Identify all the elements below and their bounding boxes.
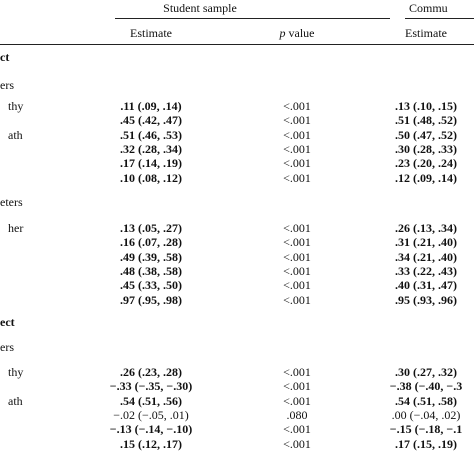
column-header-text: value <box>288 26 315 40</box>
cell: .12 (.09, .14) <box>395 170 457 185</box>
cell: .54 (.51, .58) <box>395 393 457 408</box>
cell: .30 (.27, .32) <box>395 365 457 379</box>
cell: <.001 <box>283 113 311 128</box>
group-header: Commu <box>409 1 448 15</box>
cell: .34 (.21, .40) <box>395 249 457 264</box>
cell: .26 (.13, .34) <box>395 221 457 235</box>
cell: .33 (.22, .43) <box>395 263 457 278</box>
cell: <.001 <box>283 379 311 394</box>
row-label: her <box>8 221 24 235</box>
cell: .51 (.46, .53) <box>120 127 182 142</box>
cell: <.001 <box>283 127 311 142</box>
cell: .23 (.20, .24) <box>395 156 457 171</box>
cell: <.001 <box>283 156 311 171</box>
cell: <.001 <box>283 365 311 379</box>
cell: .13 (.10, .15) <box>395 99 457 113</box>
row-label: thy <box>8 365 24 379</box>
cell: .15 (.12, .17) <box>120 436 182 451</box>
row-label: ath <box>8 393 23 408</box>
cell: .26 (.23, .28) <box>120 365 182 379</box>
column-header: p value <box>280 26 315 40</box>
cell: <.001 <box>283 393 311 408</box>
cell: .11 (.09, .14) <box>120 99 182 113</box>
cell: <.001 <box>283 99 311 113</box>
cell: .16 (.07, .28) <box>120 235 182 250</box>
cell: .49 (.39, .58) <box>120 249 182 264</box>
cell: .54 (.51, .56) <box>120 393 182 408</box>
cell: <.001 <box>283 278 311 293</box>
cell: .48 (.38, .58) <box>120 263 182 278</box>
cell: −.33 (−.35, −.30) <box>109 379 193 394</box>
header-rule <box>0 44 474 45</box>
cell: .32 (.28, .34) <box>120 141 182 156</box>
row-label: ath <box>8 127 23 142</box>
cell: <.001 <box>283 221 311 235</box>
group-header: Student sample <box>163 1 237 15</box>
cell: .51 (.48, .52) <box>395 113 457 128</box>
cell: <.001 <box>283 170 311 185</box>
cell: −.38 (−.40, −.3 <box>389 379 463 394</box>
column-header: Estimate <box>130 26 172 40</box>
subsection-title: ers <box>0 78 14 92</box>
cell: .10 (.08, .12) <box>120 170 182 185</box>
cell: .080 <box>286 407 308 422</box>
cell: .17 (.14, .19) <box>120 156 182 171</box>
cell: <.001 <box>283 141 311 156</box>
section-title: ct <box>0 50 10 64</box>
cell: −.02 (−.05, .01) <box>113 407 189 422</box>
header-rule <box>405 18 474 19</box>
cell: .17 (.15, .19) <box>395 436 457 451</box>
column-header-symbol: p <box>279 26 286 40</box>
cell: <.001 <box>283 235 311 250</box>
section-title: ect <box>0 315 15 329</box>
cell: .00 (−.04, .02) <box>391 407 461 422</box>
subsection-title: eters <box>0 195 23 209</box>
cell: .95 (.93, .96) <box>395 292 457 307</box>
cell: .13 (.05, .27) <box>120 221 182 235</box>
subsection-title: ers <box>0 340 14 354</box>
column-header: Estimate <box>405 26 447 40</box>
cell: .31 (.21, .40) <box>395 235 457 250</box>
cell: <.001 <box>283 436 311 451</box>
cell: .40 (.31, .47) <box>395 278 457 293</box>
cell: <.001 <box>283 292 311 307</box>
header-rule <box>115 18 390 19</box>
cell: .97 (.95, .98) <box>120 292 182 307</box>
cell: .30 (.28, .33) <box>395 141 457 156</box>
cell: <.001 <box>283 263 311 278</box>
cell: .50 (.47, .52) <box>395 127 457 142</box>
cell: −.13 (−.14, −.10) <box>109 422 193 437</box>
cell: −.15 (−.18, −.1 <box>389 422 463 437</box>
cell: .45 (.33, .50) <box>120 278 182 293</box>
cell: <.001 <box>283 422 311 437</box>
row-label: thy <box>8 99 24 113</box>
cell: .45 (.42, .47) <box>120 113 182 128</box>
cell: <.001 <box>283 249 311 264</box>
